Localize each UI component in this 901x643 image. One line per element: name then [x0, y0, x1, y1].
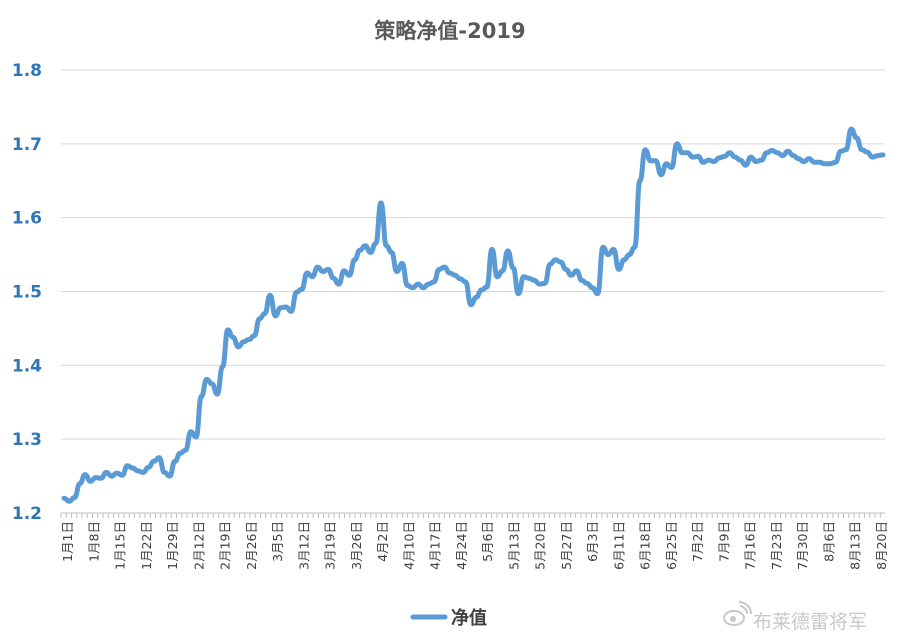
weibo-icon	[723, 601, 752, 626]
x-tick-label: 3月26日	[349, 521, 364, 570]
x-tick-label: 1月15日	[113, 521, 128, 570]
x-axis-tick-marks	[60, 513, 881, 518]
x-tick-label: 1月1日	[60, 521, 75, 562]
y-tick-label: 1.4	[12, 356, 42, 376]
x-tick-label: 4月24日	[454, 521, 469, 570]
x-tick-label: 6月3日	[585, 521, 600, 562]
x-tick-label: 4月2日	[375, 521, 390, 562]
watermark: 布莱德雷将军	[723, 601, 867, 633]
legend: 净值	[410, 607, 487, 629]
y-tick-label: 1.7	[12, 135, 42, 155]
y-tick-label: 1.2	[12, 504, 42, 524]
y-tick-label: 1.5	[12, 283, 42, 303]
x-tick-label: 7月2日	[690, 521, 705, 562]
x-tick-label: 5月27日	[559, 521, 574, 570]
watermark-text: 布莱德雷将军	[753, 611, 867, 633]
gridlines	[61, 69, 885, 440]
x-tick-label: 3月12日	[296, 521, 311, 570]
x-tick-label: 2月26日	[244, 521, 259, 570]
x-axis-tick-labels: 1月1日 1月8日 1月15日 1月22日 1月29日 2月12日 2月19日 2月26日 3月…	[60, 521, 889, 570]
x-tick-label: 8月20日	[874, 521, 889, 570]
x-tick-label: 2月19日	[218, 521, 233, 570]
legend-label: 净值	[451, 607, 487, 629]
y-tick-label: 1.8	[12, 61, 42, 81]
x-tick-label: 1月8日	[86, 521, 101, 562]
x-tick-label: 7月16日	[743, 521, 758, 570]
y-tick-label: 1.6	[12, 209, 42, 229]
x-tick-label: 5月6日	[480, 521, 495, 562]
x-tick-label: 1月29日	[165, 521, 180, 570]
series-line-nav	[61, 126, 886, 504]
x-tick-label: 6月25日	[664, 521, 679, 570]
x-tick-label: 7月30日	[795, 521, 810, 570]
x-tick-label: 7月9日	[716, 521, 731, 562]
x-tick-label: 5月13日	[506, 521, 521, 570]
chart-title: 策略净值-2019	[374, 19, 525, 43]
x-tick-label: 2月12日	[191, 521, 206, 570]
x-tick-label: 4月10日	[401, 521, 416, 570]
x-tick-label: 6月18日	[638, 521, 653, 570]
x-tick-label: 4月17日	[428, 521, 443, 570]
x-tick-label: 7月23日	[769, 521, 784, 570]
x-tick-label: 6月11日	[611, 521, 626, 570]
x-tick-label: 8月13日	[848, 521, 863, 570]
x-tick-label: 3月5日	[270, 521, 285, 562]
x-tick-label: 1月22日	[139, 521, 154, 570]
y-tick-label: 1.3	[12, 430, 42, 450]
x-tick-label: 8月6日	[821, 521, 836, 562]
x-tick-label: 5月20日	[533, 521, 548, 570]
y-axis-tick-labels: 1.2 1.3 1.4 1.5 1.6 1.7 1.8	[12, 61, 42, 524]
x-tick-label: 3月19日	[323, 521, 338, 570]
